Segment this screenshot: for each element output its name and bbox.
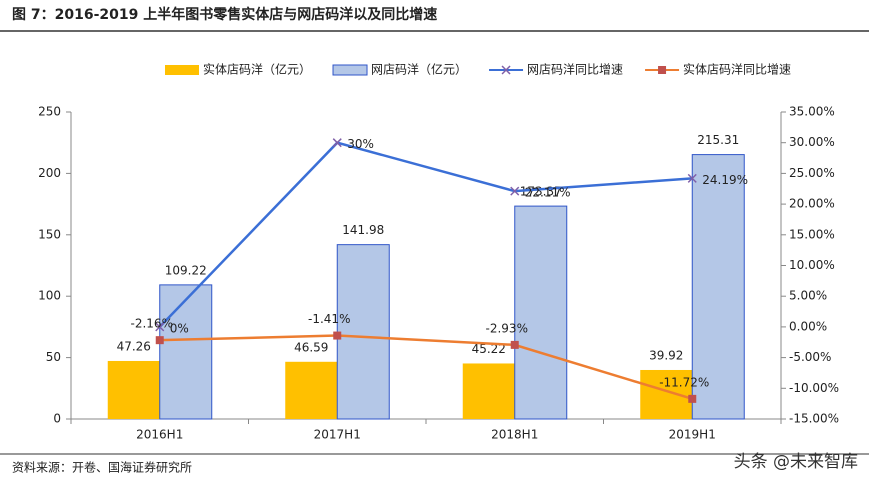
source-note: 资料来源：开卷、国海证券研究所 [12,460,192,475]
line-value-label: 0% [170,321,189,335]
line-value-label: -1.41% [308,312,350,326]
line-marker [155,336,164,345]
line-value-label: -11.72% [659,375,709,389]
line-value-label: 24.19% [702,173,748,187]
bar [640,369,693,419]
line-value-label: 30% [347,137,374,151]
bar-value-label: 47.26 [117,339,151,353]
y2-tick-label: 5.00% [789,289,827,303]
legend-swatch [332,64,368,76]
y2-tick-label: 30.00% [789,135,835,149]
line-marker [332,138,342,148]
bar [107,360,160,419]
y-tick-label: 150 [38,227,61,241]
y-tick-label: 0 [53,412,61,426]
y-tick-label: 50 [46,350,61,364]
legend-label: 网店码洋（亿元） [371,62,467,77]
chart-title: 图 7：2016-2019 上半年图书零售实体店与网店码洋以及同比增速 [12,6,437,23]
y2-tick-label: 20.00% [789,197,835,211]
bar-value-label: 46.59 [294,340,328,354]
bar-value-label: 45.22 [472,342,506,356]
y2-tick-label: 0.00% [789,319,827,333]
line-marker [687,173,697,183]
y2-tick-label: -5.00% [789,350,831,364]
line-marker [510,340,519,349]
line [158,141,693,328]
legend-marker [658,66,667,74]
bar-value-label: 141.98 [342,223,384,237]
y-tick-label: 100 [38,289,61,303]
line-value-label: -2.16% [131,317,173,331]
x-tick-label: 2017H1 [314,428,361,442]
y2-tick-label: -10.00% [789,381,839,395]
bar [462,363,515,419]
bar-value-label: 215.31 [697,133,739,147]
x-tick-label: 2018H1 [491,428,538,442]
bar [691,154,745,420]
line-marker [510,186,520,196]
y2-tick-label: 25.00% [789,166,835,180]
x-tick-label: 2016H1 [136,428,183,442]
bar [336,244,390,420]
watermark: 头条 @未来智库 [734,452,858,472]
x-tick-label: 2019H1 [669,428,716,442]
line-value-label: 22.11% [525,186,571,200]
bar-value-label: 39.92 [649,348,683,362]
legend-swatch [165,65,199,75]
legend-label: 实体店码洋（亿元） [203,62,311,77]
line-marker [333,331,342,340]
bar [159,284,213,420]
y-tick-label: 250 [38,105,61,119]
line-value-label: -2.93% [486,321,528,335]
line-marker [155,322,165,332]
y-tick-label: 200 [38,166,61,180]
line [159,334,693,401]
legend-label: 网店码洋同比增速 [527,62,623,77]
legend-label: 实体店码洋同比增速 [683,62,791,77]
bar-value-label: 109.22 [165,263,207,277]
y2-tick-label: -15.00% [789,412,839,426]
y2-tick-label: 10.00% [789,258,835,272]
bar [514,205,568,420]
legend-marker [501,65,511,75]
y2-tick-label: 15.00% [789,227,835,241]
y2-tick-label: 35.00% [789,105,835,119]
line-marker [688,394,697,403]
bar [285,361,338,419]
